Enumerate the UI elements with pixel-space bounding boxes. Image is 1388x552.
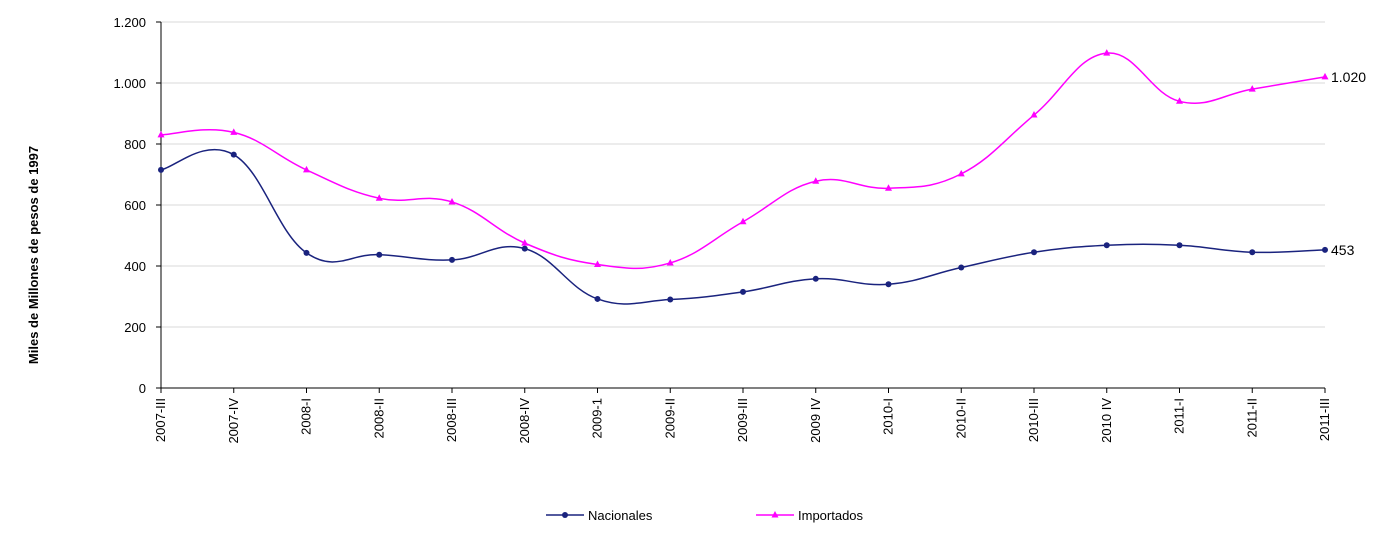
data-point bbox=[303, 249, 310, 256]
x-tick-label: 2011-I bbox=[1172, 398, 1187, 434]
series-line bbox=[160, 148, 1326, 305]
x-tick-label: 2011-II bbox=[1244, 398, 1259, 438]
y-axis-label: Miles de Millones de pesos de 1997 bbox=[26, 146, 41, 364]
x-tick-label: 2008-IV bbox=[517, 398, 532, 444]
data-point bbox=[885, 184, 892, 191]
x-tick-label: 2009 IV bbox=[808, 398, 823, 443]
y-axis-ticks: 0 200 400 600 800 1.000 1.200 bbox=[113, 15, 161, 396]
x-tick-label: 2009-1 bbox=[590, 398, 605, 438]
data-point bbox=[594, 295, 601, 302]
data-label: 453 bbox=[1331, 242, 1355, 258]
series-importados: 1.020 bbox=[157, 49, 1366, 270]
data-point bbox=[158, 166, 164, 173]
legend-marker bbox=[562, 512, 568, 518]
data-point bbox=[521, 245, 528, 252]
legend: Nacionales Importados bbox=[546, 508, 864, 523]
data-point bbox=[957, 169, 965, 177]
x-axis-ticks: 2007-III 2007-IV 2008-I 2008-II 2008-III 2008… bbox=[153, 388, 1332, 444]
x-tick-label: 2007-IV bbox=[226, 398, 241, 444]
data-point bbox=[157, 130, 165, 138]
legend-label: Nacionales bbox=[588, 508, 653, 523]
data-point bbox=[448, 197, 456, 205]
series-group: 453 1.020 bbox=[157, 49, 1366, 305]
data-point bbox=[1031, 249, 1037, 256]
data-point bbox=[1030, 111, 1038, 118]
legend-item-importados: Importados bbox=[756, 508, 864, 523]
series-line bbox=[160, 52, 1326, 270]
data-point bbox=[1321, 72, 1329, 80]
y-tick-label: 0 bbox=[139, 381, 146, 396]
y-tick-label: 600 bbox=[124, 198, 146, 213]
data-point bbox=[303, 165, 310, 173]
data-point bbox=[1249, 249, 1256, 256]
y-tick-label: 800 bbox=[124, 137, 146, 152]
data-point bbox=[375, 194, 383, 201]
x-tick-label: 2008-I bbox=[299, 398, 314, 435]
data-point bbox=[1103, 49, 1111, 56]
data-point bbox=[740, 288, 746, 295]
data-point bbox=[812, 275, 819, 282]
x-tick-label: 2010-I bbox=[881, 398, 896, 435]
data-point bbox=[958, 264, 965, 271]
legend-marker bbox=[771, 511, 779, 518]
x-tick-label: 2009-II bbox=[662, 398, 677, 438]
y-tick-label: 1.000 bbox=[113, 76, 146, 91]
data-point bbox=[739, 217, 747, 225]
data-point bbox=[885, 281, 892, 288]
gridlines bbox=[161, 21, 1325, 328]
data-point bbox=[230, 151, 237, 158]
data-label: 1.020 bbox=[1331, 69, 1366, 85]
legend-label: Importados bbox=[798, 508, 864, 523]
data-point bbox=[812, 177, 820, 184]
x-tick-label: 2009-III bbox=[735, 398, 750, 442]
data-point bbox=[666, 258, 674, 266]
data-point bbox=[230, 128, 238, 135]
x-tick-label: 2010 IV bbox=[1099, 398, 1114, 443]
x-tick-label: 2010-III bbox=[1026, 398, 1041, 442]
data-point bbox=[1322, 246, 1328, 253]
y-tick-label: 200 bbox=[124, 320, 146, 335]
legend-item-nacionales: Nacionales bbox=[546, 508, 653, 523]
x-tick-label: 2008-II bbox=[371, 398, 386, 438]
x-tick-label: 2008-III bbox=[444, 398, 459, 442]
y-tick-label: 1.200 bbox=[113, 15, 146, 30]
data-point bbox=[1248, 85, 1256, 92]
series-nacionales: 453 bbox=[158, 148, 1355, 305]
x-tick-label: 2011-III bbox=[1317, 398, 1332, 441]
data-point bbox=[1176, 242, 1183, 249]
x-tick-label: 2010-II bbox=[953, 398, 968, 438]
data-point bbox=[1176, 97, 1183, 104]
data-point bbox=[449, 256, 455, 263]
x-tick-label: 2007-III bbox=[153, 398, 168, 442]
y-tick-label: 400 bbox=[124, 259, 146, 274]
data-point bbox=[521, 239, 529, 246]
data-point bbox=[667, 296, 674, 303]
data-point bbox=[376, 251, 383, 258]
data-point bbox=[594, 260, 601, 267]
data-point bbox=[1103, 242, 1110, 249]
